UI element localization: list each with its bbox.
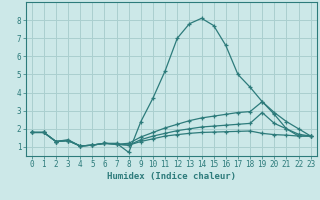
X-axis label: Humidex (Indice chaleur): Humidex (Indice chaleur)	[107, 172, 236, 181]
